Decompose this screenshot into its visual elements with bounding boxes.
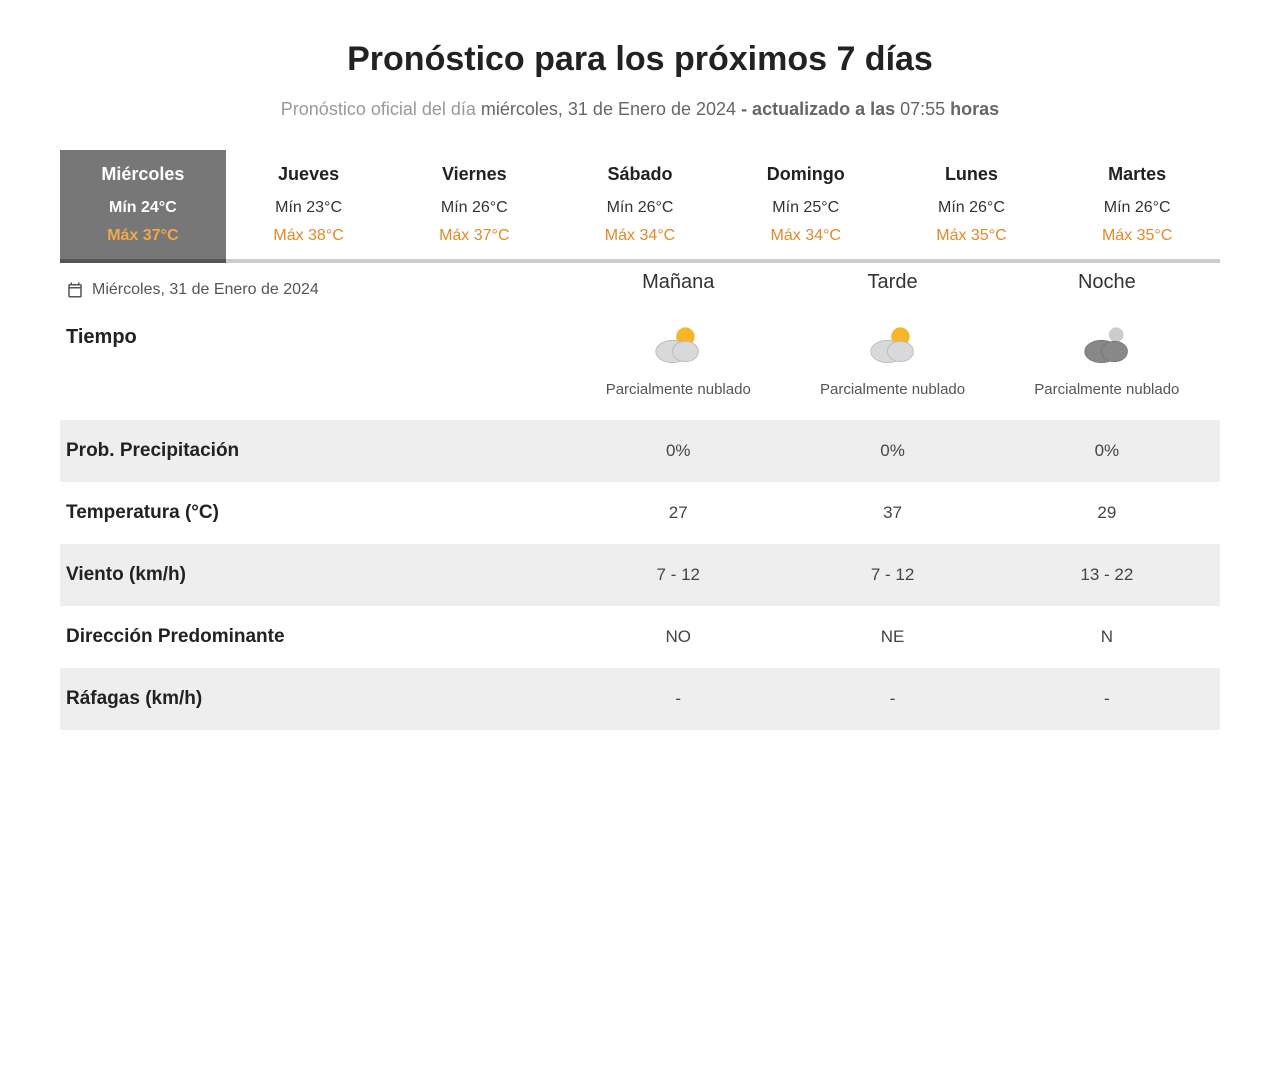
direction-night: N [1000, 627, 1214, 647]
day-tab-miércoles[interactable]: Miércoles Mín 24°C Máx 37°C [60, 150, 226, 259]
forecast-subtitle: Pronóstico oficial del día miércoles, 31… [60, 99, 1220, 120]
day-tab-martes[interactable]: Martes Mín 26°C Máx 35°C [1054, 150, 1220, 259]
direction-morning: NO [571, 627, 785, 647]
weather-morning-cell: Parcialmente nublado [571, 320, 785, 400]
tab-day-name: Sábado [565, 164, 715, 185]
partly-cloudy-day-icon [648, 320, 708, 370]
tab-min-temp: Mín 26°C [1062, 199, 1212, 217]
precip-row: Prob. Precipitación 0% 0% 0% [60, 420, 1220, 482]
tab-min-temp: Mín 26°C [897, 199, 1047, 217]
tab-max-temp: Máx 37°C [399, 227, 549, 245]
subtitle-date: miércoles, 31 de Enero de 2024 [481, 99, 736, 119]
day-tab-sábado[interactable]: Sábado Mín 26°C Máx 34°C [557, 150, 723, 259]
tab-max-temp: Máx 34°C [565, 227, 715, 245]
period-afternoon-header: Tarde [785, 271, 999, 294]
wind-label: Viento (km/h) [66, 564, 571, 586]
day-tab-domingo[interactable]: Domingo Mín 25°C Máx 34°C [723, 150, 889, 259]
day-tab-viernes[interactable]: Viernes Mín 26°C Máx 37°C [391, 150, 557, 259]
weather-condition-row: Tiempo Parcialmente nublado Parcialmente… [60, 308, 1220, 420]
tab-day-name: Lunes [897, 164, 1047, 185]
tab-max-temp: Máx 38°C [234, 227, 384, 245]
active-tab-underline [60, 259, 226, 263]
gust-morning: - [571, 689, 785, 709]
precip-night: 0% [1000, 441, 1214, 461]
partly-cloudy-night-icon [1077, 320, 1137, 370]
tab-max-temp: Máx 34°C [731, 227, 881, 245]
tab-min-temp: Mín 26°C [565, 199, 715, 217]
direction-label: Dirección Predominante [66, 626, 571, 648]
day-tabs: Miércoles Mín 24°C Máx 37°C Jueves Mín 23°C M… [60, 150, 1220, 263]
subtitle-prefix: Pronóstico oficial del día [281, 99, 481, 119]
weather-row-label: Tiempo [66, 320, 571, 349]
tab-max-temp: Máx 35°C [897, 227, 1047, 245]
weather-afternoon-cell: Parcialmente nublado [785, 320, 999, 400]
direction-row: Dirección Predominante NO NE N [60, 606, 1220, 668]
day-tab-jueves[interactable]: Jueves Mín 23°C Máx 38°C [226, 150, 392, 259]
subtitle-suffix: horas [945, 99, 999, 119]
tab-min-temp: Mín 23°C [234, 199, 384, 217]
temp-morning: 27 [571, 503, 785, 523]
gust-row: Ráfagas (km/h) - - - [60, 668, 1220, 730]
wind-afternoon: 7 - 12 [785, 565, 999, 585]
gust-label: Ráfagas (km/h) [66, 688, 571, 710]
partly-cloudy-day-icon [863, 320, 923, 370]
temp-night: 29 [1000, 503, 1214, 523]
wind-row: Viento (km/h) 7 - 12 7 - 12 13 - 22 [60, 544, 1220, 606]
wind-night: 13 - 22 [1000, 565, 1214, 585]
direction-afternoon: NE [785, 627, 999, 647]
precip-label: Prob. Precipitación [66, 440, 571, 462]
period-night-header: Noche [1000, 271, 1214, 294]
tab-day-name: Viernes [399, 164, 549, 185]
temp-afternoon: 37 [785, 503, 999, 523]
wind-morning: 7 - 12 [571, 565, 785, 585]
gust-afternoon: - [785, 689, 999, 709]
weather-night-text: Parcialmente nublado [1000, 380, 1214, 400]
tab-min-temp: Mín 26°C [399, 199, 549, 217]
subtitle-updated-prefix: - actualizado a las [736, 99, 900, 119]
day-tab-lunes[interactable]: Lunes Mín 26°C Máx 35°C [889, 150, 1055, 259]
weather-morning-text: Parcialmente nublado [571, 380, 785, 400]
tab-day-name: Domingo [731, 164, 881, 185]
tab-min-temp: Mín 24°C [68, 199, 218, 217]
tab-max-temp: Máx 35°C [1062, 227, 1212, 245]
temp-row: Temperatura (°C) 27 37 29 [60, 482, 1220, 544]
subtitle-time: 07:55 [900, 99, 945, 119]
temp-label: Temperatura (°C) [66, 502, 571, 524]
tab-day-name: Martes [1062, 164, 1212, 185]
gust-night: - [1000, 689, 1214, 709]
page-title: Pronóstico para los próximos 7 días [60, 40, 1220, 79]
tab-max-temp: Máx 37°C [68, 227, 218, 245]
period-headers: Mañana Tarde Noche [60, 271, 1220, 308]
tab-day-name: Miércoles [68, 164, 218, 185]
weather-night-cell: Parcialmente nublado [1000, 320, 1214, 400]
weather-afternoon-text: Parcialmente nublado [785, 380, 999, 400]
tab-min-temp: Mín 25°C [731, 199, 881, 217]
period-morning-header: Mañana [571, 271, 785, 294]
precip-morning: 0% [571, 441, 785, 461]
precip-afternoon: 0% [785, 441, 999, 461]
tab-day-name: Jueves [234, 164, 384, 185]
